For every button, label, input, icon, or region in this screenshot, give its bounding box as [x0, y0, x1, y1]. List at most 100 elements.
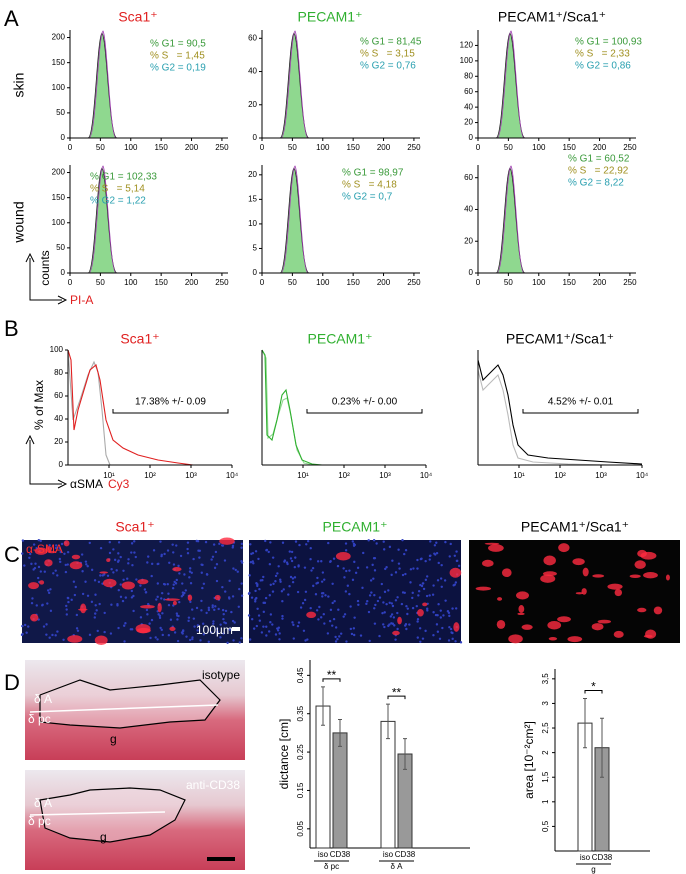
nucleus — [108, 541, 111, 544]
nucleus — [361, 586, 364, 590]
nucleus — [31, 597, 34, 600]
nucleus — [188, 638, 192, 642]
nucleus — [448, 626, 451, 629]
nucleus — [314, 593, 318, 596]
nucleus — [390, 613, 394, 616]
nucleus — [306, 540, 310, 543]
nucleus — [373, 622, 377, 625]
nucleus — [176, 614, 179, 617]
nucleus — [99, 546, 103, 550]
column-title: PECAM1⁺ — [323, 519, 388, 535]
nucleus — [291, 580, 295, 584]
nucleus — [121, 599, 125, 603]
nucleus — [217, 607, 220, 611]
stat: % S = 4,18 — [342, 180, 397, 191]
nucleus — [167, 603, 171, 607]
nucleus — [251, 560, 254, 563]
nucleus — [81, 592, 85, 596]
nucleus — [324, 594, 327, 597]
stain-blob — [582, 567, 589, 577]
nucleus — [394, 599, 398, 602]
nucleus — [317, 618, 320, 621]
stain-blob — [169, 626, 176, 631]
nucleus — [160, 628, 163, 632]
nucleus — [75, 613, 79, 617]
nucleus — [112, 571, 115, 574]
nucleus — [103, 630, 106, 634]
stain-blob — [46, 546, 52, 553]
nucleus — [281, 600, 284, 603]
nucleus — [318, 605, 321, 609]
y-tick-label: 100 — [52, 218, 66, 227]
nucleus — [321, 595, 324, 598]
stain-blob — [172, 600, 177, 606]
stain-blob — [135, 623, 151, 634]
nucleus — [373, 569, 377, 572]
nucleus — [416, 558, 419, 562]
nucleus — [321, 571, 325, 574]
x-tick-label: 10⁴ — [226, 471, 239, 480]
y-tick-label: 0.15 — [296, 782, 305, 798]
nucleus — [336, 564, 340, 568]
stain-blob — [67, 635, 83, 643]
nucleus — [432, 584, 435, 587]
nucleus — [183, 591, 186, 595]
y-tick-label: 40 — [464, 102, 473, 111]
nucleus — [450, 631, 453, 634]
nucleus — [190, 571, 193, 574]
nucleus — [30, 562, 33, 566]
nucleus — [188, 570, 192, 573]
stain-blob — [640, 551, 657, 560]
nucleus — [322, 612, 325, 616]
y-tick-label: 200 — [52, 33, 66, 42]
nucleus — [417, 594, 420, 597]
nucleus — [67, 600, 70, 604]
nucleus — [204, 540, 208, 544]
nucleus — [290, 559, 294, 563]
nucleus — [64, 570, 68, 574]
y-tick-label: 60 — [54, 391, 63, 400]
x-tick-label: 0 — [260, 143, 265, 152]
nucleus — [231, 619, 235, 623]
nucleus — [119, 595, 123, 599]
nucleus — [212, 620, 215, 623]
histogram — [495, 30, 526, 139]
nucleus — [429, 540, 432, 543]
nucleus — [316, 581, 320, 584]
nucleus — [268, 594, 272, 597]
nucleus — [256, 583, 259, 586]
nucleus — [346, 584, 350, 587]
nucleus — [437, 602, 440, 606]
nucleus — [323, 622, 326, 625]
nucleus — [353, 616, 356, 619]
nucleus — [219, 623, 222, 626]
nucleus — [267, 550, 270, 554]
nucleus — [187, 619, 190, 623]
nucleus — [21, 539, 25, 542]
image-title: anti-CD38 — [186, 778, 240, 792]
y-tick-label: 100 — [460, 56, 474, 65]
nucleus — [41, 604, 44, 607]
nucleus — [166, 583, 169, 586]
y-tick-label: 120 — [460, 41, 474, 50]
x-tick-label: 200 — [377, 278, 391, 287]
nucleus — [139, 616, 143, 619]
stain-blob — [30, 613, 39, 622]
nucleus — [272, 582, 275, 586]
nucleus — [333, 600, 336, 603]
nucleus — [255, 624, 259, 628]
column-title: PECAM1⁺/Sca1⁺ — [521, 519, 629, 535]
column-title: Sca1⁺ — [120, 331, 159, 347]
nucleus — [188, 576, 191, 579]
nucleus — [213, 566, 217, 570]
y-tick-label: 10 — [248, 219, 257, 228]
nucleus — [84, 580, 87, 583]
nucleus — [279, 580, 282, 583]
nucleus — [424, 578, 428, 582]
nucleus — [186, 551, 190, 555]
nucleus — [428, 558, 431, 561]
nucleus — [378, 596, 382, 599]
axis-label: counts — [38, 250, 52, 285]
nucleus — [264, 539, 267, 543]
nucleus — [223, 559, 227, 562]
